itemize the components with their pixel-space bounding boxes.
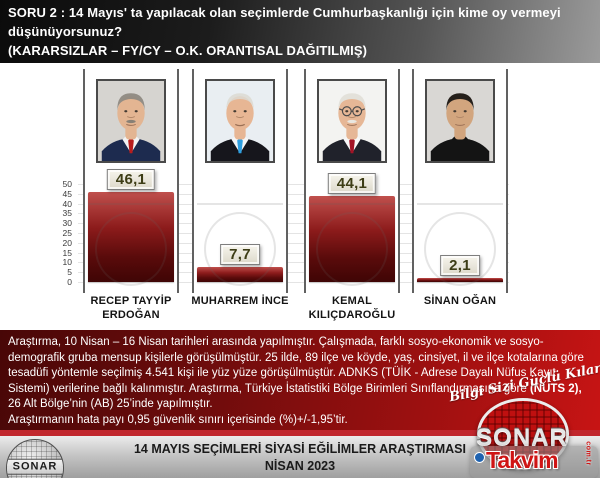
y-tick-label: 15 [62, 247, 72, 258]
takvim-domain: com.tr [584, 441, 592, 466]
y-tick-label: 25 [62, 228, 72, 238]
y-tick-label: 10 [62, 257, 72, 268]
candidate-avatar-graphic [98, 81, 164, 161]
y-tick-label: 0 [67, 277, 72, 287]
y-tick-label: 20 [62, 237, 72, 248]
gridline [78, 233, 509, 234]
watermark-circle [204, 212, 276, 286]
methodology-text-part1: Araştırma, 10 Nisan – 16 Nisan tarihleri… [8, 336, 584, 395]
gridline [78, 184, 509, 185]
gridline [78, 262, 509, 264]
watermark-circle [424, 212, 496, 286]
methodology-text-part2: 26 Alt Bölge’nin (AB) 25’inde yapılmıştı… [8, 398, 213, 410]
sonar-globe-logo: SONAR [6, 439, 64, 478]
gridline [78, 193, 509, 195]
takvim-logo: Takvim com.tr [470, 441, 598, 478]
gridline [78, 203, 509, 205]
bottom-bar-text: 14 MAYIS SEÇİMLERİ SİYASİ EĞİLİMLER ARAŞ… [120, 441, 480, 474]
candidate-photo [317, 79, 387, 163]
y-tick-label: 35 [62, 208, 72, 219]
gridline [78, 242, 509, 244]
watermark-line [417, 203, 503, 205]
candidate-name: SİNAN OĞAN [423, 295, 497, 307]
gridline [78, 223, 509, 225]
candidate-name: KEMAL KILIÇDAROĞLU [308, 295, 396, 321]
sonar-globe-text: SONAR [7, 458, 63, 475]
y-tick-label: 30 [62, 218, 72, 229]
sonar-brand-block: Bilgi Sizi Güçlü Kılar SONAR Takvim com.… [448, 361, 600, 478]
takvim-crescent-icon [474, 452, 485, 463]
value-label: 2,1 [440, 255, 480, 276]
methodology-text: Araştırma, 10 Nisan – 16 Nisan tarihleri… [8, 335, 596, 413]
question-note: (KARARSIZLAR – FY/CY – O.K. ORANTISAL DA… [8, 43, 368, 58]
candidate-avatar-graphic [319, 81, 385, 161]
y-tick-label: 5 [67, 267, 72, 278]
takvim-wordmark: Takvim [486, 447, 559, 473]
gridline [78, 252, 509, 254]
watermark-circle [316, 212, 388, 286]
y-tick-label: 45 [62, 188, 72, 199]
y-tick-label: 40 [62, 198, 72, 209]
question-header: SORU 2 : 14 Mayıs' ta yapılacak olan seç… [0, 0, 600, 63]
gridline [78, 282, 509, 283]
watermark-circle [95, 212, 167, 286]
watermark-line [309, 203, 395, 205]
value-label: 44,1 [327, 173, 377, 194]
gridline [78, 213, 509, 215]
candidate-photo [205, 79, 275, 163]
candidate-photo [425, 79, 495, 163]
value-label: 7,7 [220, 244, 260, 265]
error-margin-note: Araştırmanın hata payı 0,95 güvenlik sın… [8, 413, 348, 426]
question-text: SORU 2 : 14 Mayıs' ta yapılacak olan seç… [8, 5, 561, 39]
gridline [78, 272, 509, 274]
watermark-line [197, 203, 283, 205]
candidate-name: RECEP TAYYİP ERDOĞAN [90, 295, 172, 321]
candidate-avatar-graphic [207, 81, 273, 161]
candidate-avatar-graphic [427, 81, 493, 161]
candidate-name: MUHARREM İNCE [191, 295, 289, 307]
value-label: 46,1 [106, 169, 156, 190]
methodology-nuts-bold: (NUTS 2), [529, 382, 582, 395]
y-tick-label: 50 [62, 179, 72, 189]
survey-title: 14 MAYIS SEÇİMLERİ SİYASİ EĞİLİMLER ARAŞ… [133, 442, 466, 456]
watermark-line [88, 203, 174, 205]
red-divider [0, 430, 600, 436]
survey-date: NİSAN 2023 [264, 459, 336, 473]
candidate-photo [96, 79, 166, 163]
